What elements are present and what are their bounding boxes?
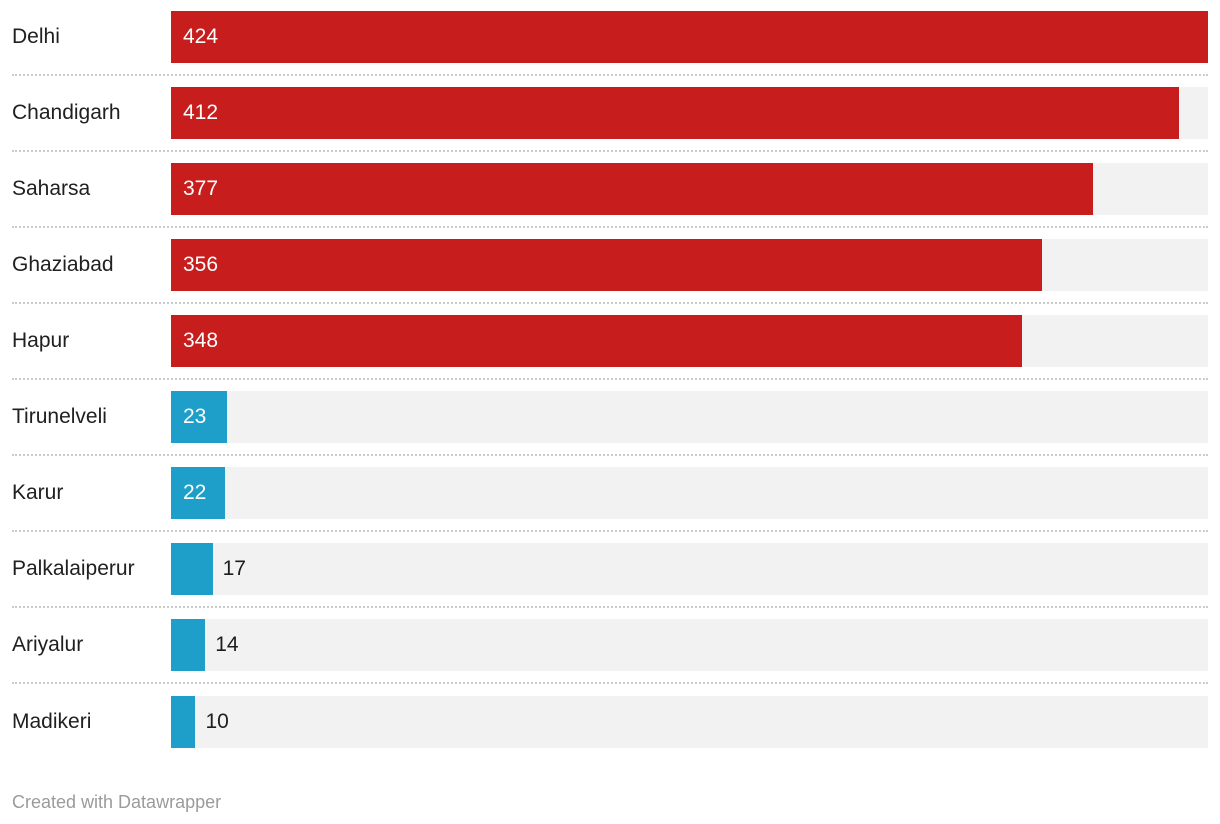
bar[interactable]: 412	[171, 87, 1179, 139]
value-label: 424	[183, 25, 219, 48]
category-label: Saharsa	[12, 177, 91, 201]
bar-track: 348	[171, 315, 1208, 367]
bar-row: Ghaziabad 356	[12, 228, 1208, 304]
bar-track: 17	[171, 543, 1208, 595]
bar[interactable]	[171, 696, 196, 748]
bar-row: Hapur 348	[12, 304, 1208, 380]
bar[interactable]: 348	[171, 315, 1023, 367]
value-label: 23	[183, 405, 207, 428]
category-label: Madikeri	[12, 710, 92, 734]
value-label: 377	[183, 177, 219, 200]
bar-row: Madikeri 10	[12, 684, 1208, 760]
bar-track: 412	[171, 87, 1208, 139]
bar[interactable]	[171, 543, 213, 595]
bar[interactable]: 424	[171, 11, 1208, 63]
category-label: Ariyalur	[12, 633, 84, 657]
category-label: Hapur	[12, 329, 70, 353]
bar-row: Saharsa 377	[12, 152, 1208, 228]
bar[interactable]: 23	[171, 391, 228, 443]
bar-row: Tirunelveli 23	[12, 380, 1208, 456]
bar-track: 22	[171, 467, 1208, 519]
bar-track: 10	[171, 696, 1208, 748]
category-label: Palkalaiperur	[12, 557, 135, 581]
attribution-text: Created with Datawrapper	[12, 792, 222, 812]
bar-track: 23	[171, 391, 1208, 443]
bar-row: Ariyalur 14	[12, 608, 1208, 684]
bar-row: Chandigarh 412	[12, 76, 1208, 152]
bar-row: Delhi 424	[12, 0, 1208, 76]
bar-track: 377	[171, 163, 1208, 215]
value-label: 22	[183, 481, 207, 504]
value-label: 14	[215, 633, 239, 656]
bar[interactable]: 377	[171, 163, 1094, 215]
chart-rows: Delhi 424 Chandigarh 412 Saharsa 377 Ghaziabad…	[12, 0, 1208, 760]
value-label: 412	[183, 101, 219, 124]
bar[interactable]: 22	[171, 467, 225, 519]
category-label: Tirunelveli	[12, 405, 107, 429]
category-label: Chandigarh	[12, 101, 121, 125]
category-label: Ghaziabad	[12, 253, 114, 277]
bar-row: Palkalaiperur 17	[12, 532, 1208, 608]
value-label: 348	[183, 329, 219, 352]
bar[interactable]	[171, 619, 206, 671]
bar-track: 14	[171, 619, 1208, 671]
value-label: 356	[183, 253, 219, 276]
value-label: 10	[205, 710, 229, 733]
category-label: Karur	[12, 481, 64, 505]
bar-chart: Delhi 424 Chandigarh 412 Saharsa 377 Ghaziabad…	[12, 0, 1208, 813]
bar[interactable]: 356	[171, 239, 1042, 291]
bar-row: Karur 22	[12, 456, 1208, 532]
bar-track: 424	[171, 11, 1208, 63]
category-label: Delhi	[12, 25, 60, 49]
value-label: 17	[222, 557, 246, 580]
bar-track: 356	[171, 239, 1208, 291]
